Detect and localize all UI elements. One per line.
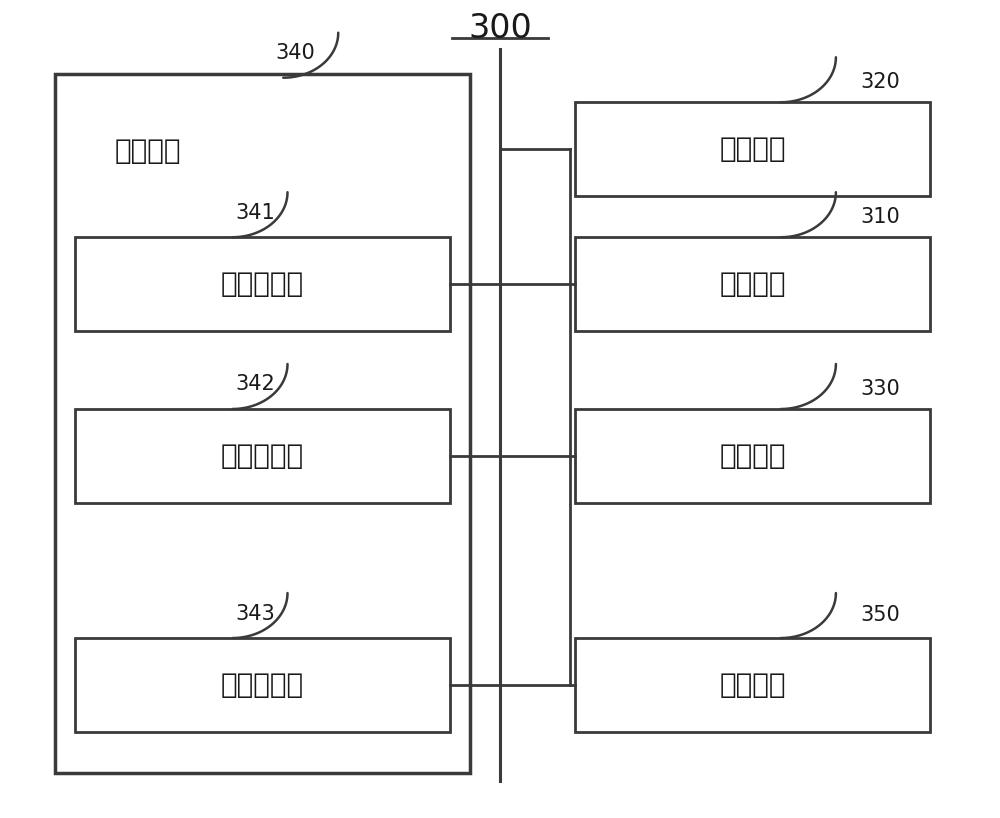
Text: 检测单元: 检测单元 xyxy=(719,270,786,299)
Bar xyxy=(575,237,930,331)
Text: 340: 340 xyxy=(275,43,315,63)
Text: 350: 350 xyxy=(860,605,900,625)
Text: 判断单元: 判断单元 xyxy=(719,135,786,164)
Text: 计算单元: 计算单元 xyxy=(115,137,182,165)
Text: 确定单元: 确定单元 xyxy=(719,442,786,470)
Text: 子计算单元: 子计算单元 xyxy=(221,671,304,699)
Bar xyxy=(75,237,450,331)
Text: 控制单元: 控制单元 xyxy=(719,671,786,699)
Text: 子检测单元: 子检测单元 xyxy=(221,442,304,470)
Bar xyxy=(75,409,450,503)
Bar xyxy=(75,638,450,732)
Bar xyxy=(55,74,470,773)
Text: 子确定单元: 子确定单元 xyxy=(221,270,304,299)
Bar xyxy=(575,638,930,732)
Bar xyxy=(575,102,930,196)
Text: 320: 320 xyxy=(860,72,900,92)
Text: 310: 310 xyxy=(860,207,900,227)
Text: 330: 330 xyxy=(860,379,900,398)
Text: 300: 300 xyxy=(468,12,532,45)
Text: 342: 342 xyxy=(235,375,275,394)
Text: 341: 341 xyxy=(235,203,275,222)
Text: 343: 343 xyxy=(235,604,275,623)
Bar xyxy=(575,409,930,503)
